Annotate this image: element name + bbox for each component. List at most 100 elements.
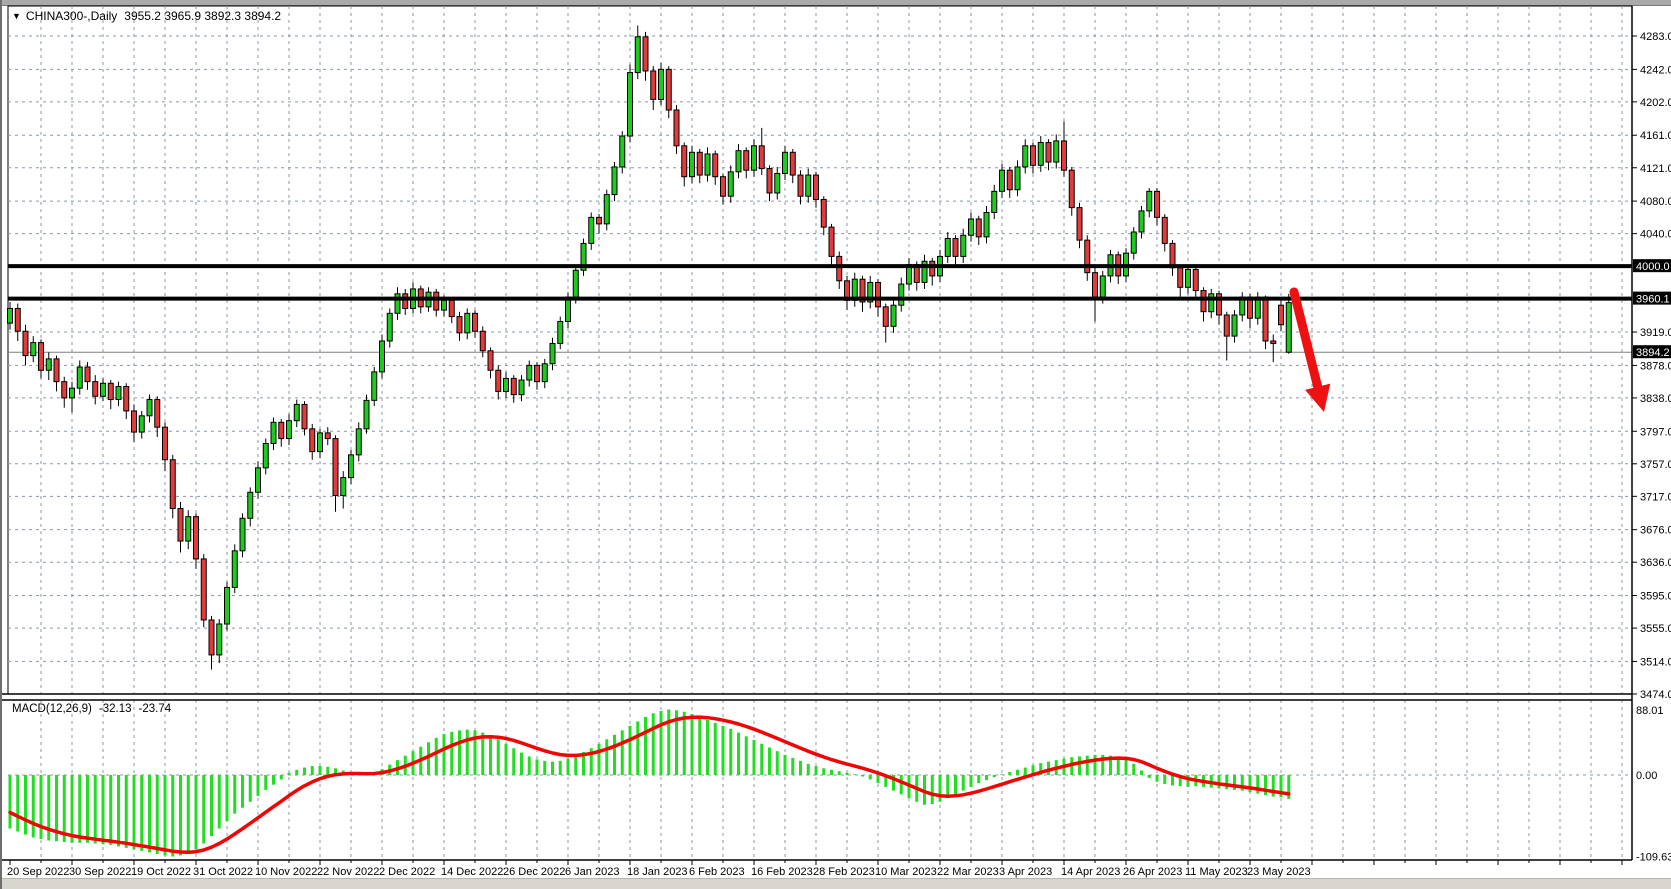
candle [890,298,897,333]
candle-body [619,135,626,168]
candle [836,251,843,289]
candle-body [596,216,602,225]
chart-plot-area[interactable] [7,5,1633,695]
candle [1223,311,1230,361]
candle-body [348,454,354,479]
candle-body [720,176,726,197]
candle [286,414,292,446]
price-axis-label: 3555.0 [1640,623,1671,635]
candle-body [867,281,874,303]
candle [1262,295,1269,350]
candle [7,301,13,330]
candle [324,427,331,446]
candle-body [929,260,936,277]
time-axis[interactable]: 20 Sep 2022 30 Sep 2022 19 Oct 2022 31 Oct … [7,860,1623,878]
price-axis-label: 3676.0 [1640,525,1671,537]
candle [789,149,796,184]
chart-title: ▼ CHINA300-,Daily 3955.2 3965.9 3892.3 389… [12,9,281,23]
candle-body [76,366,83,389]
candle [355,422,362,462]
candle-body [1068,169,1075,209]
candle-body [363,399,370,430]
candle [1138,205,1145,239]
candle-body [479,330,486,352]
candle [115,381,122,407]
candle-body [107,382,114,401]
candle [1130,227,1137,260]
candle-body [386,312,393,342]
candle-body [518,379,525,396]
candle [859,275,866,312]
candle [743,147,750,179]
candle-body [464,312,471,334]
candle-body [1146,190,1153,212]
candle-body [627,72,633,137]
candle-body [898,283,905,306]
candle-body [1270,340,1277,344]
candle-body [1200,290,1207,313]
candle [929,258,936,286]
candle [1053,134,1060,169]
candle [247,487,254,527]
candle-body [557,320,564,344]
candle-body [944,238,951,257]
candle [92,375,99,405]
date-axis-label: 14 Dec 2022 [441,866,503,878]
candle [1061,121,1067,177]
candle [813,171,819,208]
candle [177,502,184,553]
candle-body [1061,140,1067,171]
candle [301,401,308,436]
candle [549,337,556,371]
current-price-tag: 3894.2 [1633,345,1671,359]
macd-axis[interactable]: 88.01 0.00 -109.63 [1636,705,1671,864]
candle [650,66,657,111]
price-axis-label: 3919.0 [1640,327,1671,339]
candle-body [1216,293,1222,316]
candle-body [968,218,974,236]
candle-body [991,190,998,213]
candle [224,581,230,631]
candle-body [611,166,618,196]
candle-body [1192,268,1199,292]
candle [332,435,339,512]
candle [642,31,649,81]
candle-body [247,491,254,519]
candle [1154,188,1160,226]
candle [681,142,688,187]
candle-body [1285,302,1292,353]
candle-body [681,145,688,178]
candle [526,360,533,387]
candle-body [572,269,579,298]
candle [394,287,401,320]
date-axis-label: 31 Oct 2022 [193,866,253,878]
candle [386,308,393,348]
candle-body [177,508,184,542]
collapse-arrow-icon[interactable]: ▼ [12,11,21,21]
candle-body [565,296,571,322]
symbol-timeframe-label: CHINA300-,Daily [25,9,118,23]
candle-body [766,168,773,194]
candle [262,438,269,475]
candle-body [735,150,742,173]
date-axis-label: 23 May 2023 [1247,866,1311,878]
price-axis-label: 4040.0 [1640,229,1671,241]
candle [1084,235,1091,281]
price-axis[interactable]: 4283.0 4242.0 4202.0 4161.0 4121.0 4080.0 4040… [1632,31,1671,701]
price-tag-text: 4000.0 [1636,261,1670,273]
candle [1285,293,1292,354]
candle [960,228,967,263]
candle [774,166,781,200]
candle-body [727,171,734,197]
candle-body [53,358,60,383]
trend-arrow[interactable] [1289,287,1331,412]
candle-body [92,381,99,397]
candle-body [960,234,967,257]
candle [634,25,641,80]
candle [84,362,91,390]
candle-body [255,467,261,493]
macd-plot-area[interactable] [8,700,1632,860]
candle-body [239,517,246,552]
